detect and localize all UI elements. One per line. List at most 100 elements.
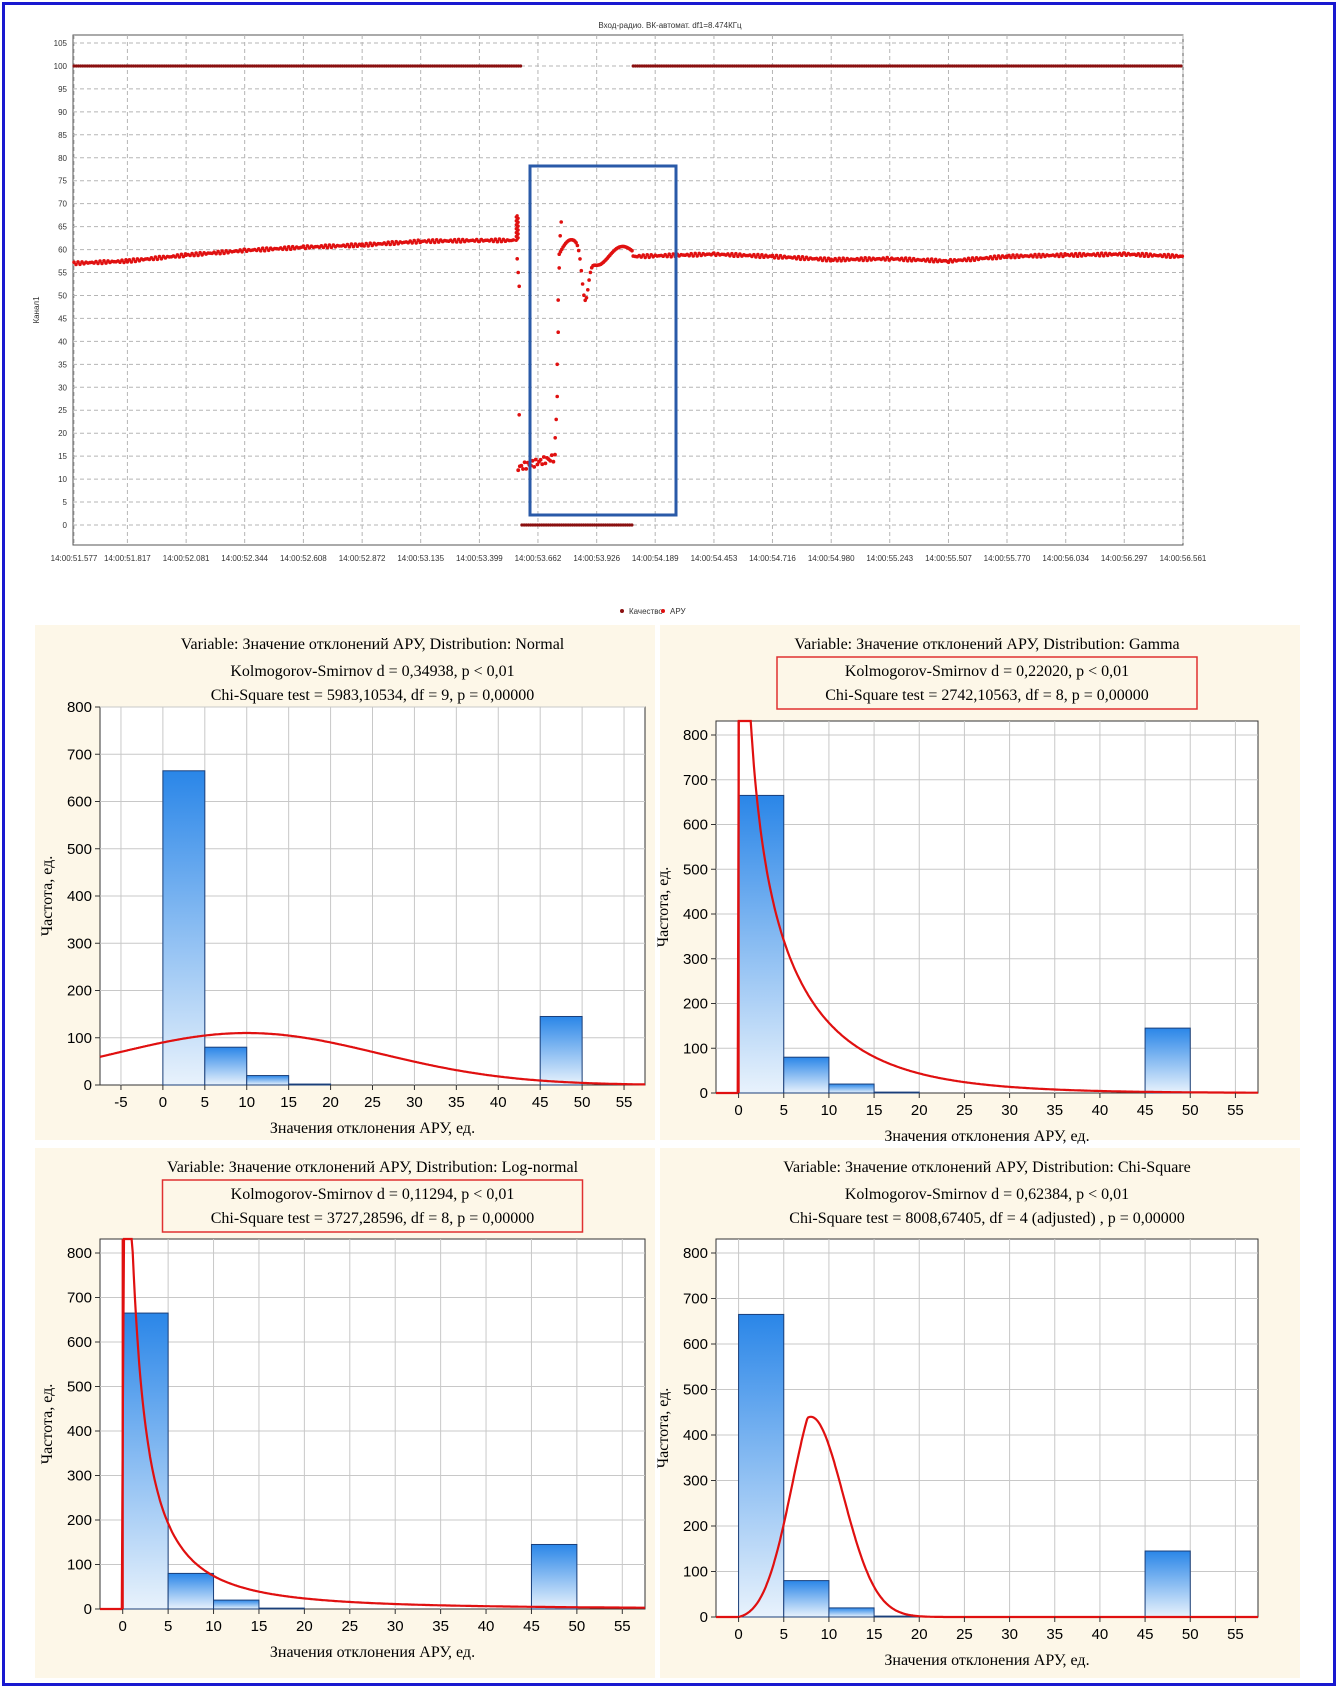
top-y-tick-label: 0 (63, 521, 68, 530)
agc-point (968, 258, 973, 263)
quality-point (1098, 64, 1102, 68)
agc-point (671, 252, 675, 256)
quality-point (557, 523, 561, 527)
time-series-chart: Вход-радио. ВК-автомат. df1=8.474КГц Кан… (32, 21, 1207, 616)
quality-point (213, 64, 217, 68)
quality-point (131, 64, 135, 68)
quality-point (171, 64, 175, 68)
quality-point (136, 64, 140, 68)
histogram-bar (213, 1599, 260, 1610)
top-y-tick-label: 5 (63, 498, 68, 507)
agc-point (1039, 255, 1043, 259)
quality-point (1095, 64, 1099, 68)
x-tick-label: 50 (574, 1094, 591, 1111)
quality-point (601, 523, 605, 527)
quality-point (266, 64, 270, 68)
x-tick-label: 10 (821, 1626, 838, 1643)
quality-point (818, 64, 822, 68)
quality-point (1038, 64, 1042, 68)
quality-point (1104, 64, 1108, 68)
agc-point (524, 467, 529, 471)
quality-point (702, 64, 706, 68)
quality-point (1018, 64, 1023, 68)
quality-point (1032, 64, 1036, 68)
quality-point (628, 523, 632, 527)
quality-point (763, 64, 767, 68)
agc-point (885, 255, 889, 260)
quality-point (501, 64, 505, 68)
quality-point (354, 64, 358, 68)
quality-point (1023, 64, 1027, 68)
quality-point (522, 523, 526, 527)
quality-point (732, 64, 737, 68)
agc-point (839, 259, 843, 263)
agc-point (1097, 254, 1102, 258)
quality-point (349, 64, 353, 68)
quality-point (880, 64, 884, 68)
quality-point (737, 64, 741, 68)
quality-point (74, 64, 78, 68)
quality-point (325, 64, 329, 68)
quality-point (345, 64, 349, 68)
quality-point (312, 64, 316, 68)
quality-point (570, 523, 575, 527)
agc-point (903, 256, 908, 260)
agc-point (177, 255, 182, 259)
quality-point (246, 64, 250, 68)
quality-point (1102, 64, 1106, 68)
quality-point (490, 64, 494, 68)
agc-point (1009, 255, 1013, 260)
legend-marker-quality (620, 609, 624, 613)
y-axis-label: Частота, ед. (39, 856, 56, 937)
quality-point (488, 64, 492, 68)
quality-point (204, 64, 208, 68)
quality-point (686, 64, 690, 68)
quality-point (608, 523, 612, 527)
histogram-bar (783, 1580, 830, 1618)
quality-point (296, 64, 300, 68)
quality-point (619, 523, 623, 527)
agc-point (1075, 254, 1080, 258)
quality-point (787, 64, 792, 68)
quality-point (415, 64, 419, 68)
quality-point (486, 64, 490, 68)
histogram-bar (783, 1056, 830, 1094)
histogram-bar (738, 1313, 785, 1618)
quality-point (1133, 64, 1137, 68)
agc-point (196, 253, 200, 258)
quality-point (193, 64, 197, 68)
quality-point (321, 64, 325, 68)
top-y-tick-label: 15 (58, 452, 67, 461)
agc-point (458, 240, 463, 244)
panel-stats-line: Chi-Square test = 3727,28596, df = 8, p … (211, 1210, 535, 1227)
quality-point (380, 64, 384, 68)
y-tick-label: 200 (67, 1512, 92, 1529)
quality-point (614, 523, 619, 527)
y-tick-label: 800 (683, 727, 708, 744)
quality-point (360, 64, 364, 68)
quality-point (475, 64, 479, 68)
quality-point (461, 64, 465, 68)
quality-point (255, 64, 259, 68)
quality-point (908, 64, 913, 68)
quality-point (757, 64, 761, 68)
quality-point (398, 64, 402, 68)
quality-point (1113, 64, 1117, 68)
quality-point (864, 64, 869, 68)
quality-point (823, 64, 827, 68)
x-tick-label: 0 (734, 1626, 742, 1643)
y-tick-label: 500 (67, 1379, 92, 1396)
agc-point (695, 254, 699, 258)
quality-point (915, 64, 919, 68)
quality-point (834, 64, 838, 68)
y-tick-label: 800 (683, 1245, 708, 1262)
x-tick-label: -5 (114, 1094, 127, 1111)
quality-point (772, 64, 776, 68)
agc-point (532, 465, 537, 469)
top-chart-legend: Качество АРУ (620, 607, 686, 616)
quality-point (1073, 64, 1077, 68)
quality-point (512, 64, 516, 68)
agc-point (798, 257, 803, 262)
agc-point (410, 241, 415, 245)
